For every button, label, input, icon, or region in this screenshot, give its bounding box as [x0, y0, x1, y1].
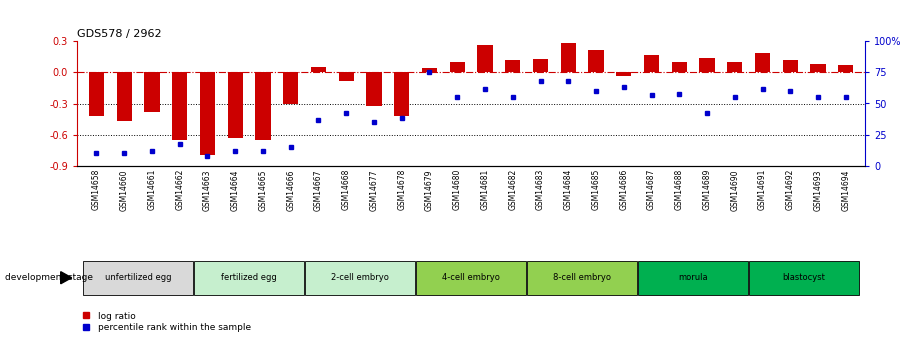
Text: GSM14680: GSM14680: [453, 169, 462, 210]
Bar: [671, 62, 687, 72]
Bar: [416, 261, 526, 295]
Bar: [394, 72, 410, 116]
Bar: [83, 261, 193, 295]
Bar: [200, 72, 215, 155]
Bar: [477, 45, 493, 72]
Bar: [339, 72, 354, 81]
Text: GSM14689: GSM14689: [702, 169, 711, 210]
Text: GSM14694: GSM14694: [842, 169, 851, 210]
Text: GSM14677: GSM14677: [370, 169, 379, 210]
Text: GSM14686: GSM14686: [620, 169, 628, 210]
Text: GSM14663: GSM14663: [203, 169, 212, 210]
Text: GSM14666: GSM14666: [286, 169, 295, 210]
Text: unfertilized egg: unfertilized egg: [105, 273, 171, 282]
Bar: [89, 72, 104, 116]
Bar: [838, 65, 853, 72]
Text: GSM14682: GSM14682: [508, 169, 517, 210]
Text: GSM14681: GSM14681: [480, 169, 489, 210]
Bar: [699, 58, 715, 72]
Text: GSM14685: GSM14685: [592, 169, 601, 210]
Text: 8-cell embryo: 8-cell embryo: [554, 273, 612, 282]
Text: 4-cell embryo: 4-cell embryo: [442, 273, 500, 282]
Text: GSM14658: GSM14658: [92, 169, 101, 210]
Bar: [305, 261, 415, 295]
Bar: [194, 261, 304, 295]
Text: GSM14665: GSM14665: [258, 169, 267, 210]
Bar: [117, 72, 132, 121]
Text: blastocyst: blastocyst: [783, 273, 825, 282]
Bar: [255, 72, 271, 140]
Text: GSM14661: GSM14661: [148, 169, 157, 210]
Bar: [506, 60, 520, 72]
Legend: log ratio, percentile rank within the sample: log ratio, percentile rank within the sa…: [82, 312, 251, 332]
Bar: [561, 43, 576, 72]
Text: GSM14688: GSM14688: [675, 169, 684, 210]
Bar: [283, 72, 298, 104]
Text: GSM14687: GSM14687: [647, 169, 656, 210]
Bar: [755, 53, 770, 72]
Text: GSM14683: GSM14683: [536, 169, 545, 210]
Bar: [810, 64, 825, 72]
Bar: [422, 68, 437, 72]
Text: GSM14664: GSM14664: [231, 169, 240, 210]
Bar: [644, 55, 660, 72]
Bar: [616, 72, 631, 76]
Bar: [728, 62, 742, 72]
Bar: [533, 59, 548, 72]
Text: GDS578 / 2962: GDS578 / 2962: [77, 29, 161, 39]
Text: development stage: development stage: [5, 273, 92, 282]
Text: morula: morula: [679, 273, 708, 282]
Bar: [783, 60, 798, 72]
Text: GSM14692: GSM14692: [786, 169, 795, 210]
Text: GSM14693: GSM14693: [814, 169, 823, 210]
Text: GSM14691: GSM14691: [758, 169, 767, 210]
Bar: [449, 62, 465, 72]
Bar: [311, 67, 326, 72]
Text: GSM14660: GSM14660: [120, 169, 129, 210]
Text: 2-cell embryo: 2-cell embryo: [332, 273, 389, 282]
Text: GSM14662: GSM14662: [175, 169, 184, 210]
Bar: [366, 72, 381, 106]
Text: GSM14668: GSM14668: [342, 169, 351, 210]
Text: GSM14690: GSM14690: [730, 169, 739, 210]
Text: GSM14678: GSM14678: [397, 169, 406, 210]
Bar: [527, 261, 637, 295]
Bar: [227, 72, 243, 138]
Bar: [144, 72, 159, 112]
Text: GSM14667: GSM14667: [314, 169, 323, 210]
Bar: [588, 50, 603, 72]
Text: GSM14679: GSM14679: [425, 169, 434, 210]
Bar: [639, 261, 748, 295]
Text: GSM14684: GSM14684: [564, 169, 573, 210]
Bar: [172, 72, 188, 140]
Bar: [749, 261, 859, 295]
Text: fertilized egg: fertilized egg: [221, 273, 277, 282]
